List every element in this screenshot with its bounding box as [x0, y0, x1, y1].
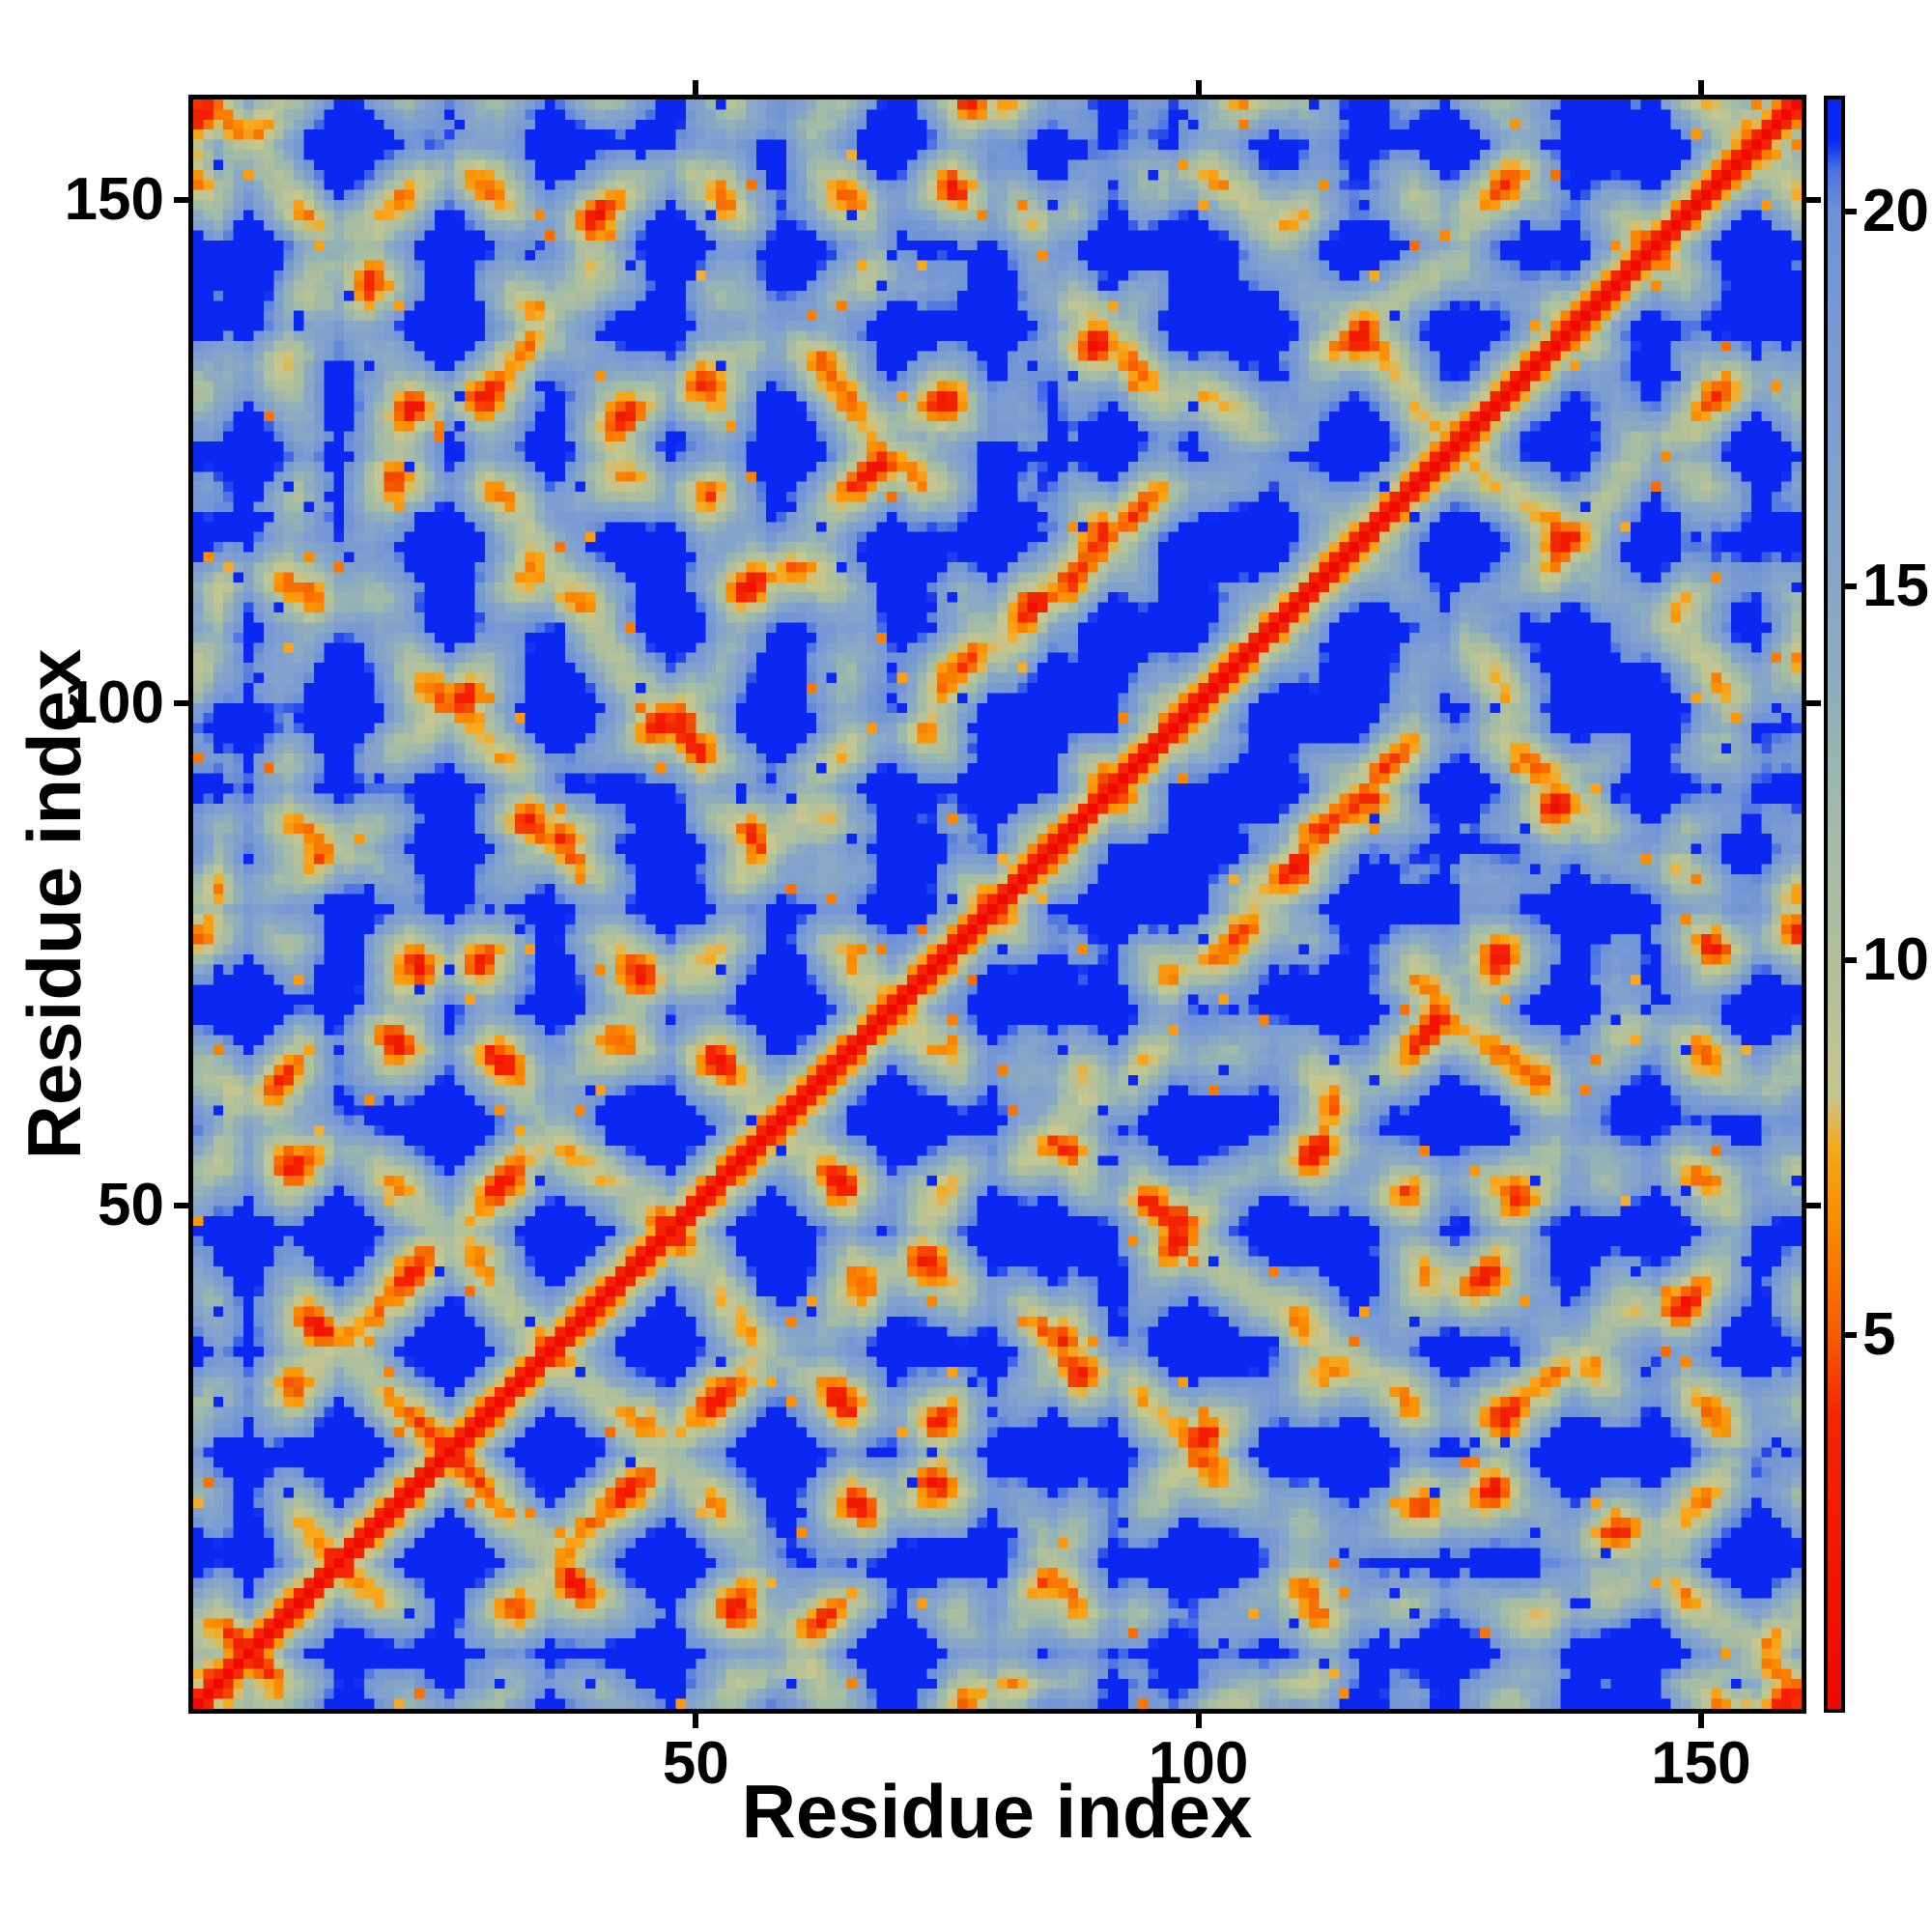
y-tick-label-50: 50	[98, 1172, 164, 1239]
x-tick-top-150	[1697, 80, 1704, 95]
colorbar-tick-10	[1845, 957, 1857, 964]
y-tick-left-150	[174, 197, 188, 204]
colorbar-gradient	[1828, 99, 1841, 1709]
y-tick-right-100	[1806, 699, 1821, 706]
y-tick-right-50	[1806, 1203, 1821, 1209]
x-axis-label: Residue index	[741, 1769, 1253, 1854]
heatmap-canvas	[193, 99, 1802, 1709]
colorbar-tick-15	[1845, 582, 1857, 589]
x-tick-bottom-150	[1697, 1714, 1704, 1728]
y-tick-left-100	[174, 699, 188, 706]
y-tick-label-150: 150	[64, 166, 164, 234]
colorbar-tick-label-5: 5	[1862, 1300, 1896, 1368]
y-tick-label-100: 100	[64, 668, 164, 736]
x-tick-label-50: 50	[662, 1730, 729, 1797]
colorbar-tick-5	[1845, 1331, 1857, 1338]
x-tick-bottom-50	[693, 1714, 699, 1728]
colorbar-tick-label-15: 15	[1862, 552, 1929, 619]
y-axis-label: Residue index	[12, 648, 97, 1160]
x-tick-top-100	[1195, 80, 1202, 95]
colorbar-tick-label-10: 10	[1862, 926, 1929, 994]
x-tick-label-150: 150	[1651, 1730, 1751, 1797]
colorbar-tick-label-20: 20	[1862, 178, 1929, 245]
x-tick-top-50	[693, 80, 699, 95]
x-tick-bottom-100	[1195, 1714, 1202, 1728]
y-tick-left-50	[174, 1203, 188, 1209]
x-tick-label-100: 100	[1148, 1730, 1249, 1797]
colorbar-tick-20	[1845, 209, 1857, 215]
y-tick-right-150	[1806, 197, 1821, 204]
